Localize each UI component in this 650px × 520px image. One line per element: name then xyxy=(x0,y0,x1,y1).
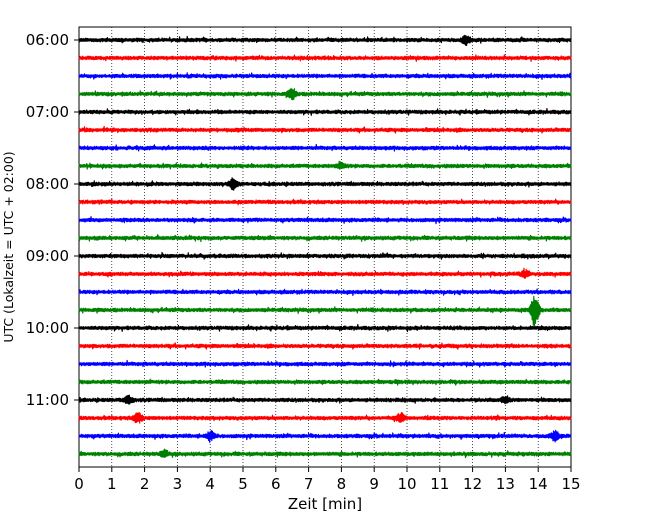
trace-0730 xyxy=(78,143,572,152)
x-tick-label: 2 xyxy=(140,475,150,493)
trace-0745 xyxy=(78,160,572,170)
trace-group xyxy=(78,34,572,459)
y-tick-label: 08:00 xyxy=(26,175,69,193)
x-tick-label: 7 xyxy=(304,475,314,493)
trace-1130 xyxy=(78,429,572,443)
trace-0700 xyxy=(78,108,572,116)
y-tick-label: 07:00 xyxy=(26,103,69,121)
trace-0715 xyxy=(78,125,572,134)
y-tick-label: 09:00 xyxy=(26,247,69,265)
plot-area xyxy=(78,26,572,468)
trace-0915 xyxy=(78,267,572,279)
trace-0830 xyxy=(78,216,572,225)
x-tick-label: 5 xyxy=(238,475,248,493)
trace-0815 xyxy=(78,198,572,206)
x-tick-label: 1 xyxy=(107,475,117,493)
trace-1115 xyxy=(78,411,572,424)
grid-lines xyxy=(111,27,539,467)
trace-1145 xyxy=(78,448,572,459)
x-tick-label: 8 xyxy=(337,475,347,493)
trace-1045 xyxy=(78,378,572,386)
x-tick-label: 11 xyxy=(430,475,449,493)
y-tick-label: 06:00 xyxy=(26,31,69,49)
x-tick-label: 3 xyxy=(173,475,183,493)
trace-0615 xyxy=(78,54,572,62)
x-tick-label: 13 xyxy=(496,475,515,493)
trace-0900 xyxy=(78,251,572,260)
trace-1000 xyxy=(78,324,572,333)
x-tick-label: 6 xyxy=(271,475,281,493)
x-tick-label: 10 xyxy=(397,475,416,493)
x-tick-label: 14 xyxy=(529,475,548,493)
trace-0630 xyxy=(78,72,572,80)
trace-1015 xyxy=(78,342,572,350)
x-axis-ticks: 0 1 2 3 4 5 6 7 8 9 10 11 12 13 14 15 xyxy=(74,467,581,493)
x-tick-label: 15 xyxy=(561,475,580,493)
trace-0800 xyxy=(78,177,572,191)
y-tick-label: 11:00 xyxy=(26,391,69,409)
trace-0945 xyxy=(78,295,572,326)
y-tick-label: 10:00 xyxy=(26,319,69,337)
x-axis-label: Zeit [min] xyxy=(288,495,362,513)
x-tick-label: 0 xyxy=(74,475,84,493)
trace-0645 xyxy=(78,87,572,101)
trace-0600 xyxy=(78,34,572,47)
trace-0845 xyxy=(78,234,572,243)
y-axis-label: UTC (Lokalzeit = UTC + 02:00) xyxy=(1,151,16,342)
trace-1030 xyxy=(78,359,572,368)
x-tick-label: 12 xyxy=(463,475,482,493)
x-tick-label: 9 xyxy=(369,475,379,493)
y-axis-ticks: 06:00 07:00 08:00 09:00 10:00 11:00 xyxy=(26,31,79,409)
trace-0930 xyxy=(78,288,572,296)
x-tick-label: 4 xyxy=(205,475,215,493)
trace-1100 xyxy=(78,394,572,405)
